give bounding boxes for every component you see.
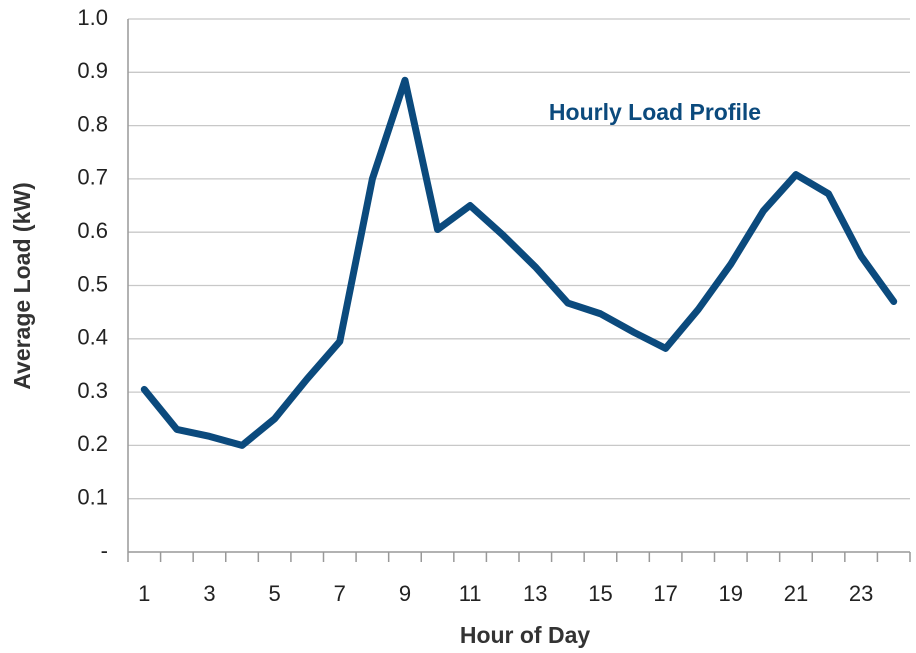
y-tick-label: 0.4: [77, 325, 108, 350]
x-tick-label: 15: [588, 581, 612, 606]
x-tick-label: 7: [334, 581, 346, 606]
x-axis-label: Hour of Day: [460, 622, 591, 648]
x-tick-label: 19: [719, 581, 743, 606]
x-tick-label: 13: [523, 581, 547, 606]
y-tick-label: 0.3: [77, 378, 108, 403]
y-tick-label: 0.9: [77, 58, 108, 83]
x-tick-label: 11: [459, 581, 482, 606]
y-tick-label: 0.8: [77, 111, 108, 136]
y-tick-label: 0.2: [77, 431, 108, 456]
line-series: [140, 76, 898, 449]
y-axis-label: Average Load (kW): [9, 182, 35, 389]
y-tick-label: 0.1: [77, 485, 108, 510]
y-tick-label: 1.0: [77, 5, 108, 30]
y-tick-label: 0.5: [77, 271, 108, 296]
x-tick-label: 3: [203, 581, 215, 606]
x-tick-label: 9: [399, 581, 411, 606]
y-tick-label: 0.7: [77, 165, 108, 190]
x-tick-label: 5: [269, 581, 281, 606]
y-tick-label: 0.6: [77, 218, 108, 243]
y-tick-label: -: [101, 538, 108, 563]
x-tick-label: 1: [138, 581, 150, 606]
x-tick-label: 21: [784, 581, 808, 606]
x-tick-label: 23: [849, 581, 873, 606]
chart-title: Hourly Load Profile: [549, 99, 761, 125]
x-tick-label: 17: [653, 581, 677, 606]
